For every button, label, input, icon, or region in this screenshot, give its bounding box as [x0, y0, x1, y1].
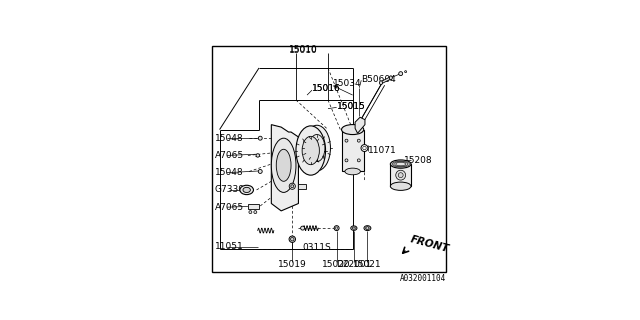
Ellipse shape — [243, 187, 250, 193]
Text: A7065: A7065 — [214, 203, 244, 212]
Circle shape — [259, 136, 262, 140]
Text: 15016: 15016 — [312, 84, 340, 93]
Text: 15015: 15015 — [337, 102, 365, 111]
Circle shape — [291, 237, 294, 241]
Polygon shape — [298, 184, 306, 189]
Text: 15021: 15021 — [353, 260, 381, 269]
Circle shape — [254, 211, 257, 213]
Ellipse shape — [271, 138, 296, 192]
Ellipse shape — [240, 185, 253, 195]
Text: 15019: 15019 — [278, 260, 307, 269]
Text: A032001104: A032001104 — [399, 274, 445, 283]
Circle shape — [357, 139, 360, 142]
Ellipse shape — [302, 136, 319, 165]
Ellipse shape — [390, 160, 411, 168]
Text: 15010: 15010 — [289, 45, 317, 54]
Ellipse shape — [380, 81, 383, 85]
Polygon shape — [381, 76, 391, 84]
Circle shape — [301, 226, 305, 230]
Text: 15208: 15208 — [404, 156, 433, 165]
Circle shape — [345, 139, 348, 142]
Circle shape — [404, 71, 406, 73]
Ellipse shape — [276, 149, 291, 181]
Text: 15020: 15020 — [323, 260, 351, 269]
Ellipse shape — [309, 134, 325, 162]
Text: 11051: 11051 — [214, 242, 243, 251]
Circle shape — [256, 154, 259, 157]
Ellipse shape — [364, 226, 371, 231]
Circle shape — [259, 170, 262, 173]
Ellipse shape — [289, 183, 295, 189]
Ellipse shape — [351, 226, 357, 230]
Text: A7065: A7065 — [214, 151, 244, 160]
Circle shape — [357, 159, 360, 162]
Text: D22001: D22001 — [336, 260, 372, 269]
Circle shape — [361, 145, 368, 151]
Text: 15048: 15048 — [214, 134, 243, 143]
Polygon shape — [355, 117, 365, 133]
Ellipse shape — [353, 227, 355, 229]
Circle shape — [399, 72, 403, 76]
Bar — [342, 130, 364, 172]
Ellipse shape — [345, 168, 360, 175]
Ellipse shape — [389, 76, 392, 80]
Circle shape — [334, 226, 339, 231]
Bar — [248, 204, 259, 209]
Text: 11071: 11071 — [368, 146, 397, 155]
Polygon shape — [271, 124, 298, 211]
Text: G73303: G73303 — [214, 185, 250, 195]
Ellipse shape — [390, 182, 411, 190]
Circle shape — [396, 170, 406, 180]
Circle shape — [398, 173, 403, 178]
Circle shape — [366, 227, 369, 230]
Text: FRONT: FRONT — [410, 235, 451, 255]
Circle shape — [345, 159, 348, 162]
Text: 15048: 15048 — [214, 168, 243, 177]
Ellipse shape — [291, 185, 294, 188]
Text: B50604: B50604 — [361, 75, 396, 84]
Circle shape — [289, 236, 296, 243]
Text: 0311S: 0311S — [303, 243, 332, 252]
Ellipse shape — [303, 125, 330, 171]
Circle shape — [335, 227, 338, 229]
Circle shape — [249, 211, 252, 213]
Circle shape — [363, 146, 366, 150]
Text: 15034: 15034 — [333, 79, 362, 89]
Text: 15015: 15015 — [337, 102, 365, 111]
Bar — [390, 164, 411, 186]
Ellipse shape — [342, 124, 364, 134]
Text: 15010: 15010 — [289, 46, 317, 55]
Ellipse shape — [365, 227, 369, 229]
Ellipse shape — [296, 126, 326, 175]
Text: 15016: 15016 — [312, 84, 340, 93]
